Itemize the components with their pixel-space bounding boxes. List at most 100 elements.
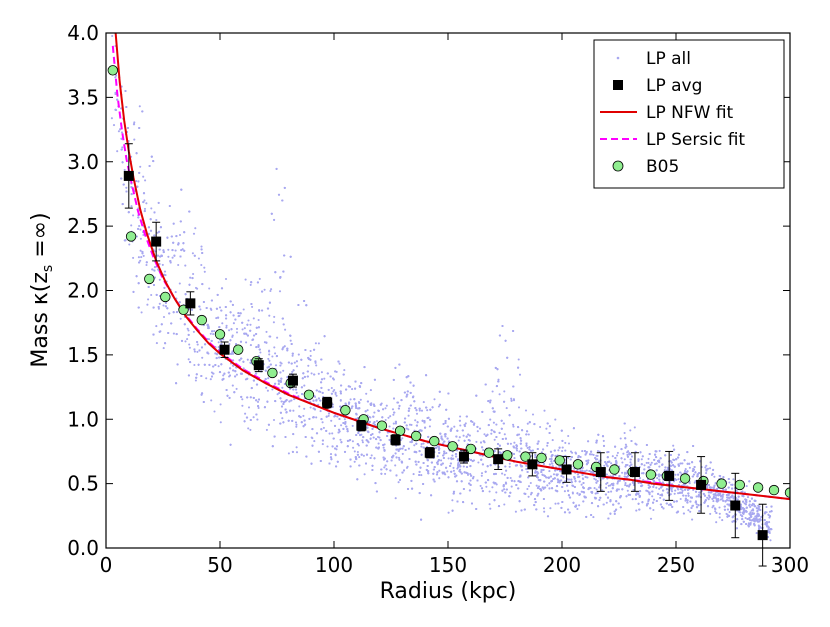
lp-all-point bbox=[391, 408, 395, 411]
lp-all-point bbox=[392, 422, 395, 425]
lp-all-point bbox=[317, 372, 320, 375]
lp-all-point bbox=[529, 481, 532, 485]
lp-all-point bbox=[314, 395, 317, 399]
lp-all-point bbox=[197, 257, 200, 260]
lp-all-point bbox=[313, 440, 316, 443]
lp-all-point bbox=[593, 487, 596, 490]
lp-all-point bbox=[295, 423, 298, 426]
lp-all-point bbox=[294, 421, 298, 424]
lp-all-point bbox=[531, 413, 535, 416]
lp-all-point bbox=[281, 417, 284, 420]
lp-all-point bbox=[241, 404, 244, 407]
lp-all-point bbox=[174, 291, 177, 294]
lp-all-point bbox=[365, 392, 368, 395]
lp-all-point bbox=[468, 434, 471, 437]
lp-all-point bbox=[256, 400, 260, 403]
lp-all-point bbox=[320, 371, 323, 374]
lp-all-point bbox=[157, 307, 160, 310]
lp-all-point bbox=[598, 498, 601, 502]
lp-all-point bbox=[420, 474, 423, 477]
lp-all-point bbox=[475, 440, 478, 443]
lp-all-point bbox=[447, 457, 450, 460]
lp-all-point bbox=[217, 365, 220, 368]
lp-all-point bbox=[625, 475, 628, 479]
lp-all-point bbox=[244, 412, 247, 415]
lp-all-point bbox=[411, 396, 415, 399]
lp-all-point bbox=[384, 407, 387, 410]
lp-all-point bbox=[684, 494, 688, 497]
lp-all-point bbox=[664, 454, 667, 457]
lp-all-point bbox=[163, 270, 167, 273]
lp-all-point bbox=[452, 469, 455, 472]
lp-all-point bbox=[750, 497, 753, 500]
lp-all-point bbox=[420, 445, 423, 448]
lp-all-point bbox=[557, 502, 560, 505]
lp-all-point bbox=[321, 443, 324, 446]
lp-all-point bbox=[208, 287, 211, 290]
lp-all-point bbox=[343, 418, 346, 421]
lp-all-point bbox=[346, 445, 349, 448]
lp-all-point bbox=[321, 439, 324, 442]
lp-all-point bbox=[317, 342, 320, 345]
lp-all-point bbox=[390, 459, 393, 462]
lp-all-point bbox=[504, 339, 507, 342]
lp-all-point bbox=[235, 331, 239, 334]
lp-all-point bbox=[116, 150, 119, 153]
lp-all-point bbox=[495, 385, 498, 388]
lp-all-point bbox=[150, 207, 153, 210]
lp-all-point bbox=[493, 438, 496, 441]
lp-all-point bbox=[623, 475, 626, 478]
lp-all-point bbox=[518, 373, 522, 376]
lp-all-point bbox=[120, 137, 123, 140]
lp-all-point bbox=[205, 377, 208, 380]
lp-all-point bbox=[282, 369, 285, 372]
lp-all-point bbox=[728, 511, 731, 514]
lp-all-point bbox=[624, 484, 627, 487]
lp-all-point bbox=[139, 228, 142, 231]
lp-all-point bbox=[363, 473, 366, 476]
lp-all-point bbox=[271, 445, 274, 448]
lp-all-point bbox=[650, 461, 653, 464]
lp-all-point bbox=[518, 433, 521, 436]
lp-all-point bbox=[442, 422, 445, 426]
lp-all-point bbox=[358, 456, 361, 459]
lp-all-point bbox=[384, 464, 387, 467]
lp-all-point bbox=[581, 477, 584, 480]
lp-all-point bbox=[556, 478, 559, 481]
lp-all-point bbox=[241, 328, 244, 331]
lp-all-point bbox=[646, 490, 649, 493]
lp-all-point bbox=[750, 504, 753, 507]
lp-all-point bbox=[677, 478, 680, 481]
lp-all-point bbox=[307, 364, 310, 367]
lp-all-point bbox=[173, 254, 176, 257]
lp-all-point bbox=[652, 498, 656, 501]
lp-all-point bbox=[497, 378, 500, 381]
lp-all-point bbox=[495, 491, 498, 494]
lp-all-point bbox=[389, 469, 392, 472]
lp-all-point bbox=[400, 460, 403, 463]
lp-all-point bbox=[524, 409, 528, 412]
lp-all-point bbox=[475, 394, 478, 397]
lp-all-point bbox=[500, 419, 503, 422]
lp-all-point bbox=[554, 502, 557, 505]
lp-all-point bbox=[550, 460, 553, 463]
lp-all-point bbox=[281, 386, 284, 389]
lp-all-point bbox=[140, 256, 143, 259]
lp-all-point bbox=[274, 352, 277, 355]
lp-all-point bbox=[333, 424, 337, 427]
lp-all-point bbox=[503, 503, 506, 506]
lp-all-point bbox=[748, 512, 751, 515]
lp-all-point bbox=[155, 342, 158, 345]
lp-all-point bbox=[508, 465, 511, 468]
lp-all-point bbox=[188, 346, 191, 349]
lp-all-point bbox=[647, 484, 650, 487]
lp-all-point bbox=[536, 442, 539, 445]
lp-all-point bbox=[429, 418, 432, 421]
lp-all-point bbox=[366, 426, 369, 429]
lp-all-point bbox=[244, 332, 247, 335]
lp-all-point bbox=[691, 504, 694, 508]
lp-all-point bbox=[494, 472, 497, 475]
lp-all-point bbox=[738, 511, 741, 514]
lp-all-point bbox=[561, 446, 564, 449]
lp-all-point bbox=[377, 409, 380, 412]
